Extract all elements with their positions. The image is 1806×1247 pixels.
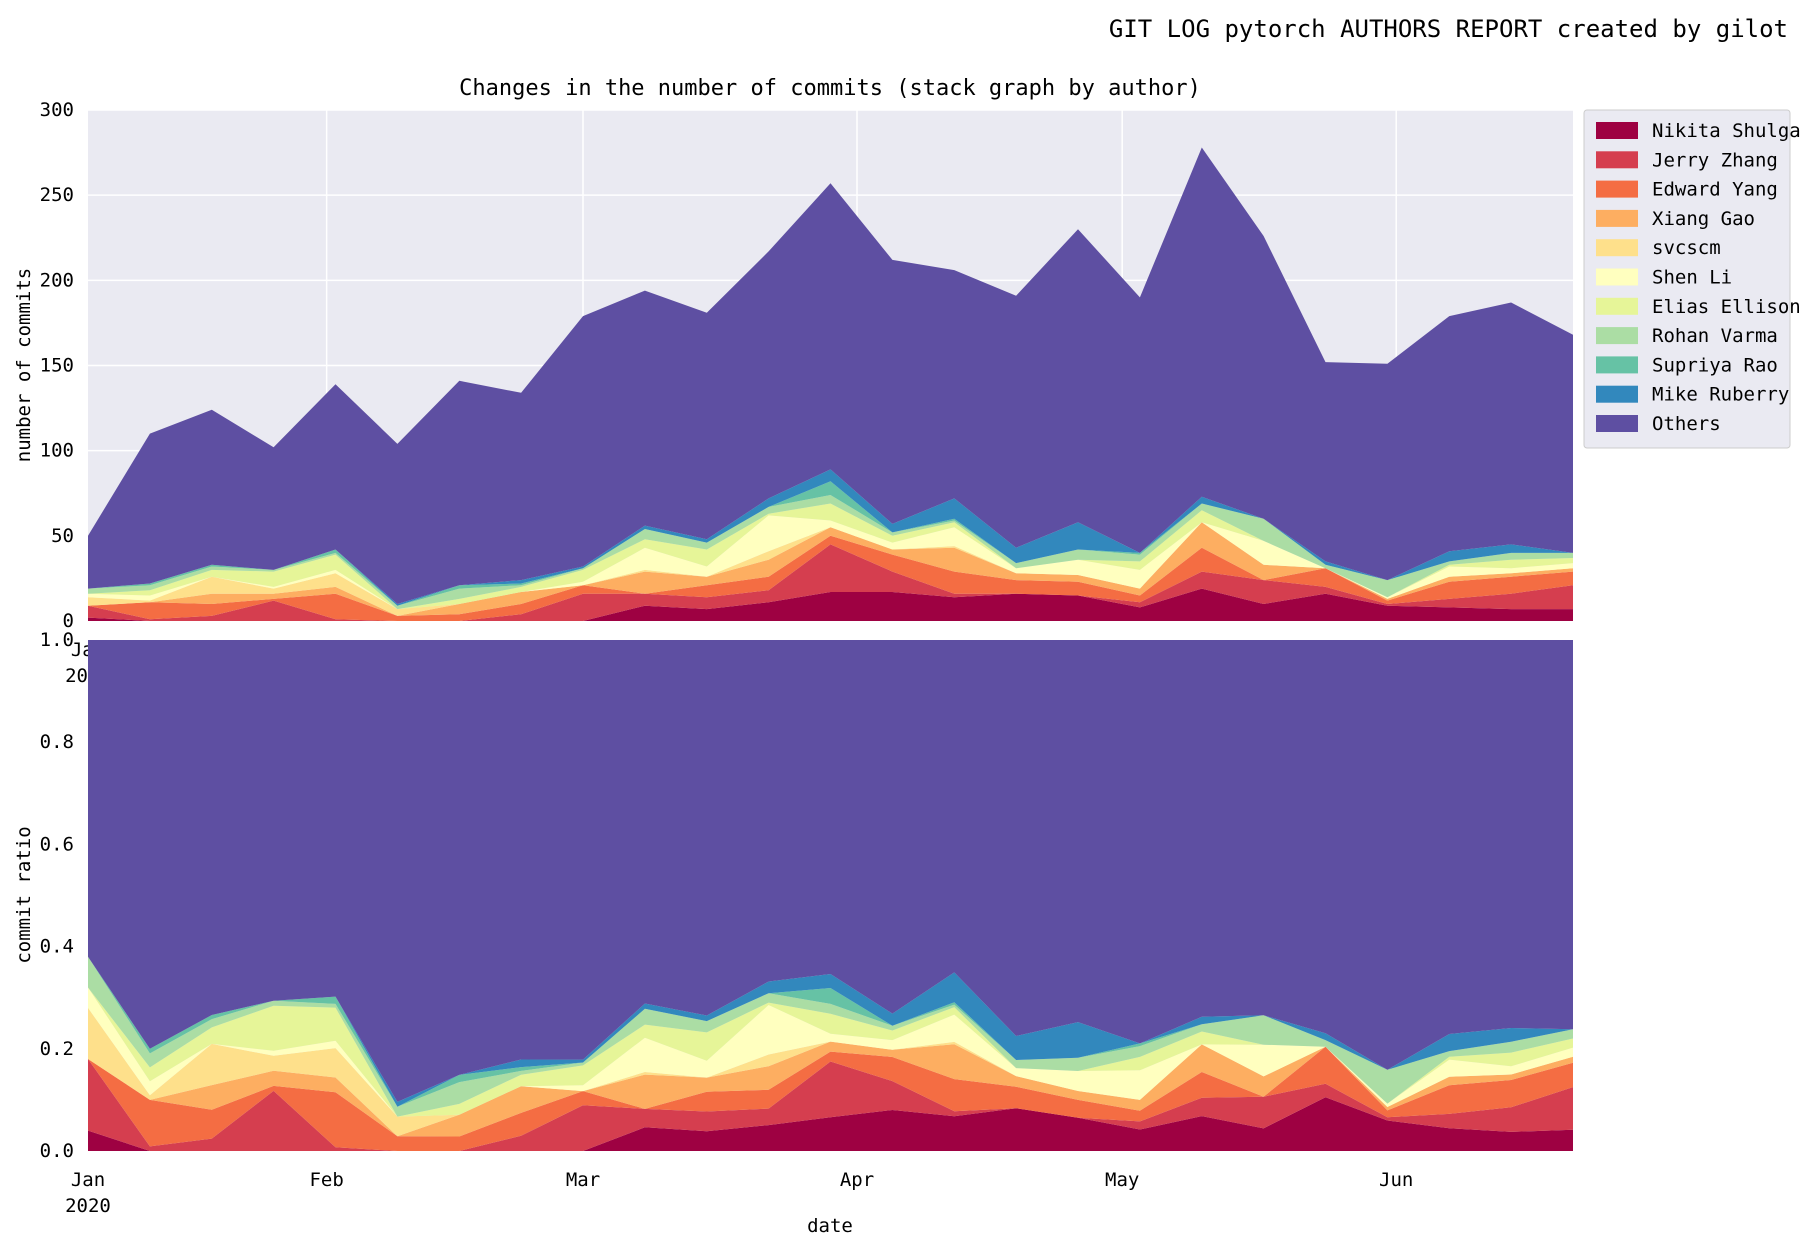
legend-item-mike-ruberry: Mike Ruberry [1596, 384, 1789, 406]
legend-swatch [1596, 327, 1638, 345]
x-tick-label: Jun [1379, 1169, 1413, 1191]
y-tick-label: 0.4 [40, 936, 74, 958]
area-xiang-gao [88, 1041, 1573, 1137]
area-shen-li [88, 987, 1573, 1117]
bottom-x-tick-labels: Jan 2020 Feb Mar Apr May Jun [65, 1169, 1413, 1217]
legend-swatch [1596, 239, 1638, 257]
x-tick-label: Apr [840, 1169, 874, 1191]
legend-item-shen-li: Shen Li [1596, 267, 1732, 289]
legend-item-others: Others [1596, 413, 1721, 435]
area-edward-yang [88, 535, 1573, 621]
legend-item-jerry-zhang: Jerry Zhang [1596, 149, 1778, 171]
y-tick-label: 250 [40, 184, 74, 206]
legend-label: Shen Li [1652, 267, 1732, 289]
legend-swatch [1596, 415, 1638, 432]
y-tick-label: 0.8 [40, 731, 74, 753]
x-tick-label: 2020 [65, 1195, 111, 1217]
area-others [88, 640, 1573, 1102]
y-tick-label: 150 [40, 355, 74, 377]
area-nikita-shulga [88, 1097, 1573, 1151]
commits-stack-chart: Changes in the number of commits (stack … [13, 76, 1573, 687]
legend-label: svcscm [1652, 237, 1721, 259]
y-tick-label: 0 [63, 610, 74, 632]
legend-label: Supriya Rao [1652, 354, 1778, 376]
commit-ratio-chart: 0.0 0.2 0.4 0.6 0.8 1.0 Jan 2020 Feb Mar Apr May Ju… [13, 629, 1573, 1237]
legend-swatch [1596, 180, 1638, 198]
area-mike-ruberry [88, 469, 1573, 606]
y-tick-label: 0.6 [40, 833, 74, 855]
area-jerry-zhang [88, 1059, 1573, 1151]
top-y-axis-label: number of commits [13, 268, 35, 462]
x-tick-label: Mar [566, 1169, 600, 1191]
area-others [88, 147, 1573, 604]
y-tick-label: 0.2 [40, 1038, 74, 1060]
bottom-x-axis-label: date [807, 1215, 853, 1237]
legend-label: Elias Ellison [1652, 296, 1801, 318]
top-chart-title: Changes in the number of commits (stack … [459, 76, 1201, 101]
legend-swatch [1596, 209, 1638, 227]
legend-swatch [1596, 385, 1638, 403]
area-mike-ruberry [88, 956, 1573, 1107]
report-title: GIT LOG pytorch AUTHORS REPORT created b… [1109, 15, 1788, 43]
legend-label: Jerry Zhang [1652, 149, 1778, 171]
legend-label: Others [1652, 413, 1721, 435]
area-shen-li [88, 515, 1573, 610]
legend-label: Nikita Shulga [1652, 120, 1801, 142]
area-rohan-varma [88, 956, 1573, 1117]
y-tick-label: 200 [40, 269, 74, 291]
x-tick-label: May [1105, 1169, 1139, 1191]
legend-item-xiang-gao: Xiang Gao [1596, 208, 1755, 230]
top-y-tick-labels: 0 50 100 150 200 250 300 [40, 99, 74, 632]
y-tick-label: 100 [40, 440, 74, 462]
y-tick-label: 1.0 [40, 629, 74, 651]
legend-swatch [1596, 356, 1638, 374]
bottom-stacked-areas [88, 640, 1573, 1151]
legend-item-rohan-varma: Rohan Varma [1596, 325, 1778, 347]
x-tick-label: Feb [309, 1169, 343, 1191]
area-edward-yang [88, 1046, 1573, 1151]
legend-label: Rohan Varma [1652, 325, 1778, 347]
area-jerry-zhang [88, 544, 1573, 621]
area-xiang-gao [88, 522, 1573, 616]
legend-item-supriya-rao: Supriya Rao [1596, 354, 1778, 376]
legend-label: Mike Ruberry [1652, 384, 1789, 406]
y-tick-label: 300 [40, 99, 74, 121]
bottom-y-axis-label: commit ratio [13, 826, 35, 963]
legend-swatch [1596, 122, 1638, 139]
legend-swatch [1596, 268, 1638, 286]
y-tick-label: 0.0 [40, 1140, 74, 1162]
x-tick-label: Jan [71, 1169, 105, 1191]
top-stacked-areas [88, 147, 1573, 621]
legend-label: Xiang Gao [1652, 208, 1755, 230]
bottom-y-tick-labels: 0.0 0.2 0.4 0.6 0.8 1.0 [40, 629, 74, 1162]
area-nikita-shulga [88, 588, 1573, 621]
y-tick-label: 50 [51, 525, 74, 547]
legend-swatch [1596, 297, 1638, 315]
legend-item-elias-ellison: Elias Ellison [1596, 296, 1801, 318]
legend-item-nikita-shulga: Nikita Shulga [1596, 120, 1801, 142]
legend-swatch [1596, 151, 1638, 169]
legend: Nikita Shulga Jerry Zhang Edward Yang Xiang… [1583, 109, 1801, 449]
legend-label: Edward Yang [1652, 179, 1778, 201]
legend-item-svcscm: svcscm [1596, 237, 1721, 259]
legend-item-edward-yang: Edward Yang [1596, 179, 1778, 201]
